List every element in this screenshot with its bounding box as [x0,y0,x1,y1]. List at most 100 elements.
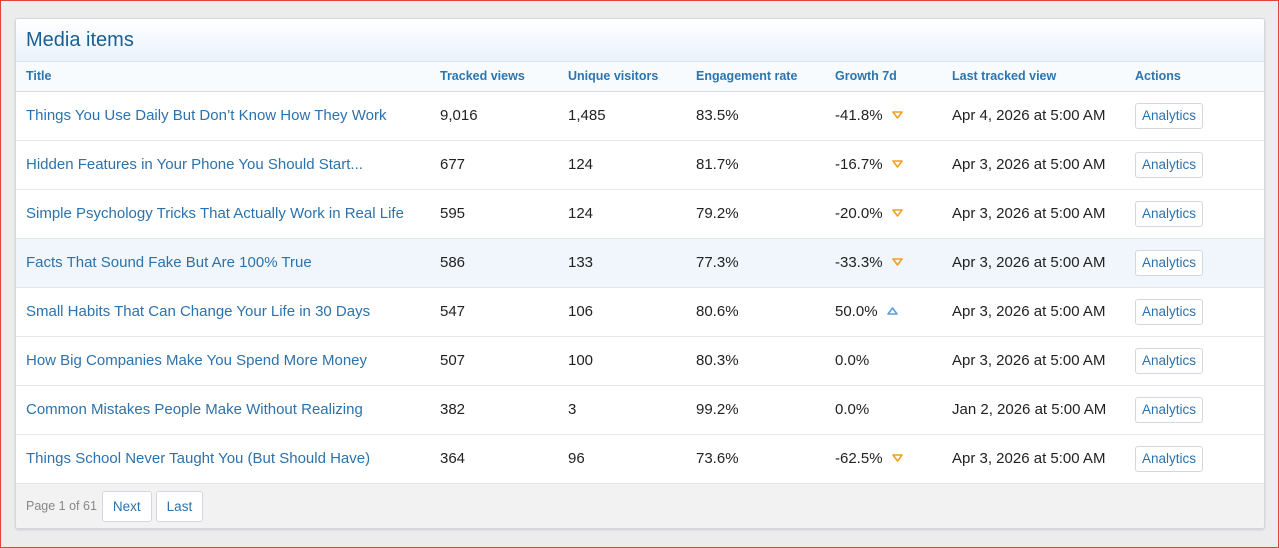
table-row: How Big Companies Make You Spend More Mo… [16,336,1264,386]
cell-unique-visitors: 96 [568,434,696,484]
table-header-row: Title Tracked views Unique visitors Enga… [16,62,1264,92]
column-header-actions: Actions [1135,62,1264,92]
cell-actions: Analytics [1135,287,1264,337]
trend-down-icon [891,106,903,123]
pagination-bar: Page 1 of 61 Next Last [16,483,1264,528]
media-title-link[interactable]: Simple Psychology Tricks That Actually W… [26,205,404,222]
cell-unique-visitors: 1,485 [568,91,696,141]
cell-growth: 0.0% [835,336,952,386]
cell-tracked-views: 507 [440,336,568,386]
analytics-button[interactable]: Analytics [1135,396,1204,423]
table-row: Common Mistakes People Make Without Real… [16,385,1264,435]
media-title-link[interactable]: Things You Use Daily But Don’t Know How … [26,107,387,124]
cell-title: Common Mistakes People Make Without Real… [16,385,440,435]
cell-engagement-rate: 80.6% [696,287,835,337]
growth-value: 0.0% [835,401,870,418]
column-header-growth[interactable]: Growth 7d [835,62,952,92]
media-title-link[interactable]: Facts That Sound Fake But Are 100% True [26,254,312,271]
cell-tracked-views: 586 [440,238,568,288]
cell-tracked-views: 364 [440,434,568,484]
cell-title: Facts That Sound Fake But Are 100% True [16,238,440,288]
table-row: Small Habits That Can Change Your Life i… [16,287,1264,337]
cell-last-tracked: Apr 3, 2026 at 5:00 AM [952,434,1135,484]
cell-growth: -16.7% [835,140,952,190]
growth-value: -62.5% [835,450,883,467]
table-row: Things You Use Daily But Don’t Know How … [16,91,1264,141]
cell-last-tracked: Apr 4, 2026 at 5:00 AM [952,91,1135,141]
cell-tracked-views: 595 [440,189,568,239]
table-row: Things School Never Taught You (But Shou… [16,434,1264,484]
analytics-button[interactable]: Analytics [1135,298,1204,325]
cell-actions: Analytics [1135,91,1264,141]
cell-actions: Analytics [1135,140,1264,190]
cell-growth: -33.3% [835,238,952,288]
column-header-engagement-rate[interactable]: Engagement rate [696,62,835,92]
cell-actions: Analytics [1135,238,1264,288]
media-title-link[interactable]: Common Mistakes People Make Without Real… [26,401,363,418]
cell-engagement-rate: 80.3% [696,336,835,386]
column-header-unique-visitors[interactable]: Unique visitors [568,62,696,92]
media-items-panel: Media items Title Tracked views Unique v… [15,18,1265,529]
cell-tracked-views: 547 [440,287,568,337]
analytics-button[interactable]: Analytics [1135,200,1204,227]
trend-down-icon [891,449,903,466]
analytics-button[interactable]: Analytics [1135,102,1204,129]
analytics-button[interactable]: Analytics [1135,445,1204,472]
cell-unique-visitors: 106 [568,287,696,337]
cell-unique-visitors: 133 [568,238,696,288]
cell-tracked-views: 677 [440,140,568,190]
cell-actions: Analytics [1135,434,1264,484]
cell-unique-visitors: 100 [568,336,696,386]
panel-header: Media items [16,19,1264,62]
cell-actions: Analytics [1135,336,1264,386]
table-body: Things You Use Daily But Don’t Know How … [16,91,1264,484]
cell-engagement-rate: 79.2% [696,189,835,239]
growth-value: -41.8% [835,107,883,124]
panel-title: Media items [26,29,134,51]
trend-down-icon [891,204,903,221]
column-header-title[interactable]: Title [16,62,440,92]
cell-unique-visitors: 3 [568,385,696,435]
cell-title: Things School Never Taught You (But Shou… [16,434,440,484]
analytics-button[interactable]: Analytics [1135,249,1204,276]
cell-last-tracked: Apr 3, 2026 at 5:00 AM [952,336,1135,386]
analytics-button[interactable]: Analytics [1135,151,1204,178]
cell-engagement-rate: 81.7% [696,140,835,190]
cell-tracked-views: 382 [440,385,568,435]
cell-title: Hidden Features in Your Phone You Should… [16,140,440,190]
cell-growth: 50.0% [835,287,952,337]
cell-last-tracked: Apr 3, 2026 at 5:00 AM [952,287,1135,337]
media-title-link[interactable]: Things School Never Taught You (But Shou… [26,450,371,467]
column-header-last-tracked[interactable]: Last tracked view [952,62,1135,92]
cell-title: Things You Use Daily But Don’t Know How … [16,91,440,141]
growth-value: -16.7% [835,156,883,173]
page-indicator: Page 1 of 61 [26,499,97,513]
cell-title: Small Habits That Can Change Your Life i… [16,287,440,337]
cell-actions: Analytics [1135,189,1264,239]
growth-value: -33.3% [835,254,883,271]
next-page-button[interactable]: Next [101,490,152,522]
cell-title: Simple Psychology Tricks That Actually W… [16,189,440,239]
cell-engagement-rate: 73.6% [696,434,835,484]
table-row: Simple Psychology Tricks That Actually W… [16,189,1264,239]
table-row: Facts That Sound Fake But Are 100% True 5… [16,238,1264,288]
cell-growth: -62.5% [835,434,952,484]
cell-tracked-views: 9,016 [440,91,568,141]
cell-growth: -20.0% [835,189,952,239]
growth-value: 50.0% [835,303,878,320]
last-page-button[interactable]: Last [155,490,204,522]
cell-title: How Big Companies Make You Spend More Mo… [16,336,440,386]
media-title-link[interactable]: Small Habits That Can Change Your Life i… [26,303,371,320]
media-items-table: Title Tracked views Unique visitors Enga… [16,62,1264,484]
media-title-link[interactable]: Hidden Features in Your Phone You Should… [26,156,363,173]
table-row: Hidden Features in Your Phone You Should… [16,140,1264,190]
media-title-link[interactable]: How Big Companies Make You Spend More Mo… [26,352,368,369]
trend-up-icon [886,302,898,319]
cell-actions: Analytics [1135,385,1264,435]
cell-growth: 0.0% [835,385,952,435]
analytics-button[interactable]: Analytics [1135,347,1204,374]
cell-last-tracked: Apr 3, 2026 at 5:00 AM [952,189,1135,239]
column-header-tracked-views[interactable]: Tracked views [440,62,568,92]
cell-last-tracked: Apr 3, 2026 at 5:00 AM [952,140,1135,190]
trend-down-icon [891,155,903,172]
